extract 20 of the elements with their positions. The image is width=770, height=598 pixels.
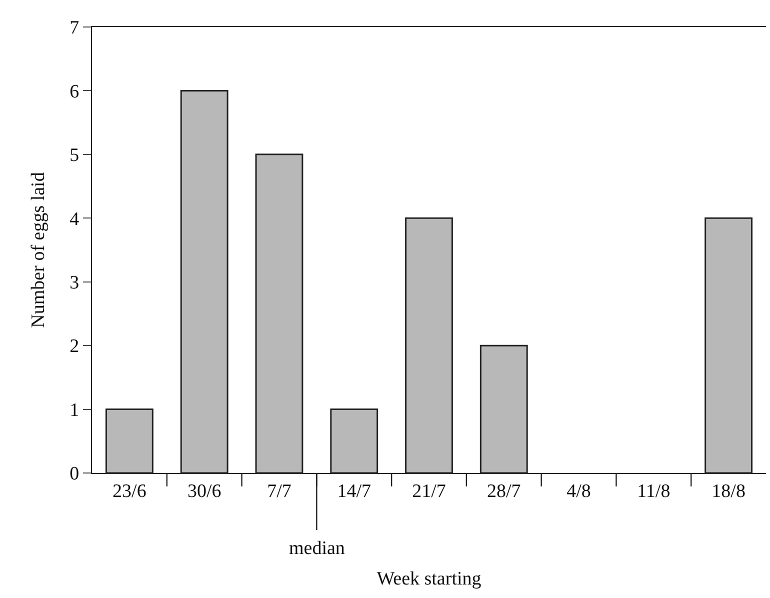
x-tick-label: 23/6 [112,480,146,502]
y-tick-label: 4 [70,208,80,230]
y-tick-label: 7 [70,18,80,39]
x-tick-label: 4/8 [566,480,591,502]
x-tick-label: 18/8 [712,480,746,502]
y-axis-title: Number of eggs laid [28,172,49,328]
y-tick-label: 1 [70,400,80,421]
x-tick-label: 14/7 [337,480,371,502]
y-tick-label: 3 [70,272,80,294]
x-tick-label: 7/7 [267,480,292,502]
x-axis-title: Week starting [376,568,482,590]
text: median [289,538,346,559]
y-tick-label: 2 [70,336,80,358]
y-tick-label: 5 [70,145,80,166]
x-tick-label: 21/7 [412,480,446,502]
x-tick-label: 28/7 [487,480,521,502]
x-tick-label: 30/6 [187,480,222,502]
y-tick-label: 0 [70,464,80,485]
x-tick-label: 11/8 [637,480,670,502]
y-tick-label: 6 [70,81,80,102]
